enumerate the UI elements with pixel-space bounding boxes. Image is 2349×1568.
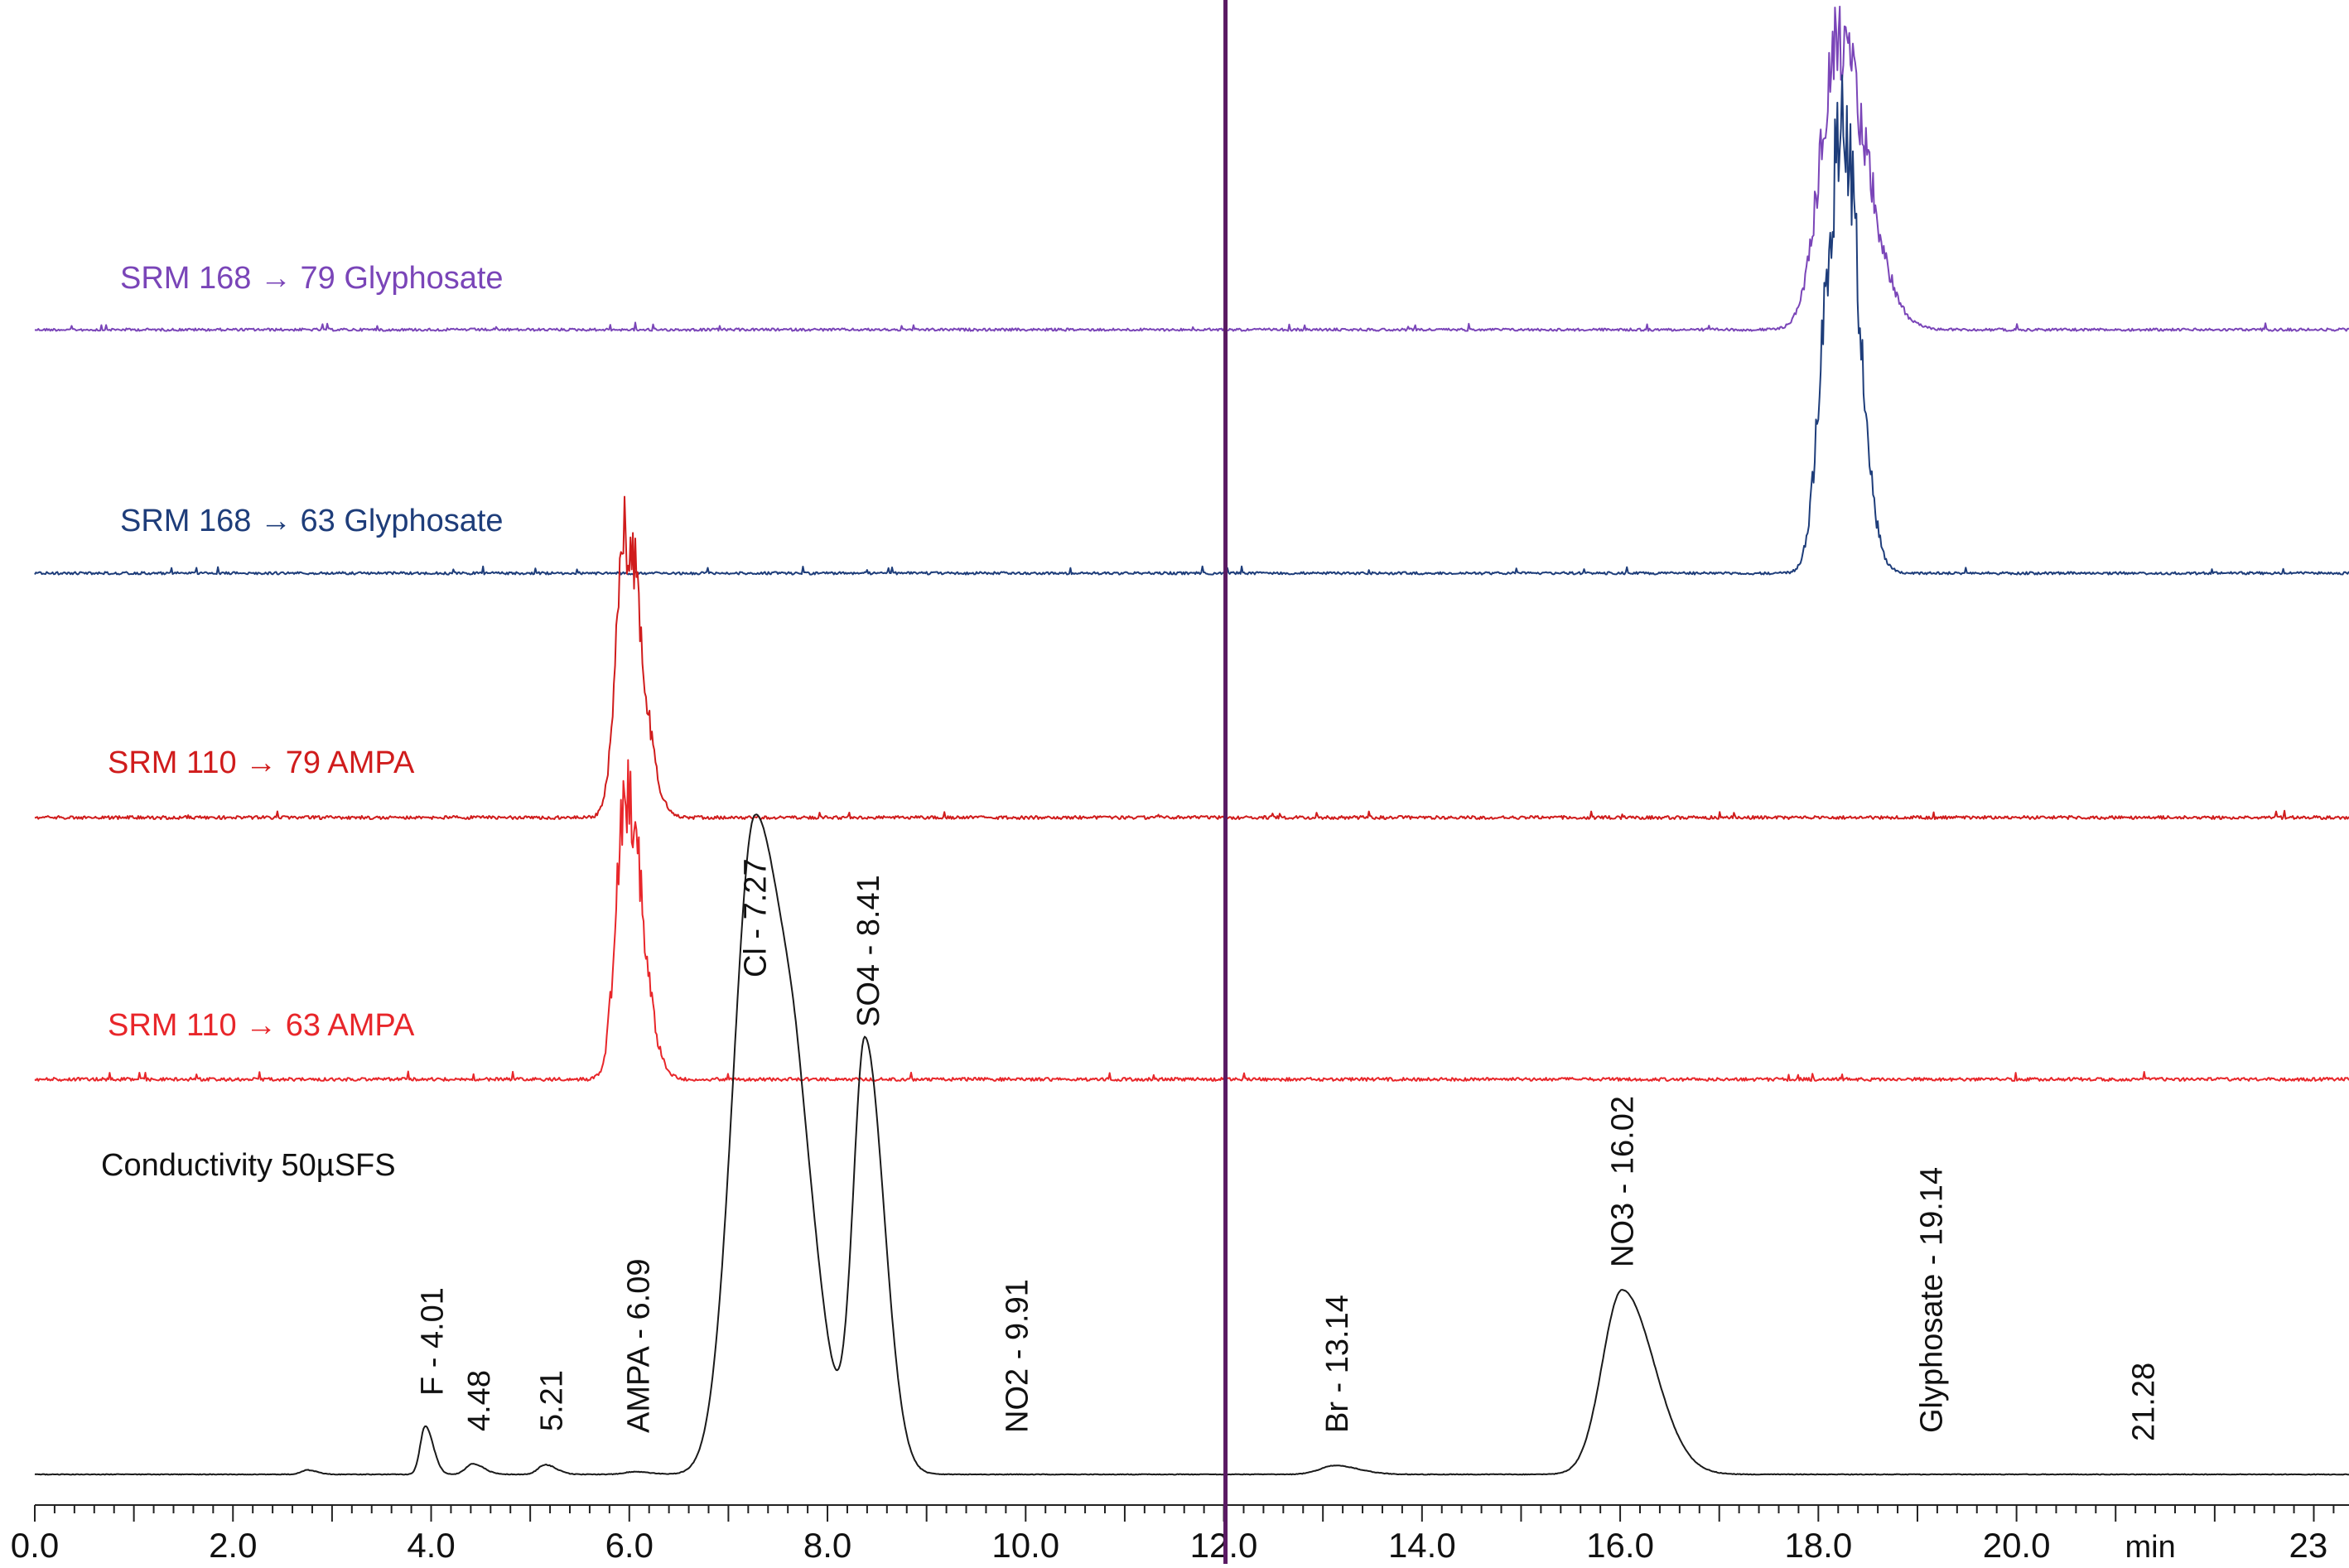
x-tick-label: 0.0 <box>11 1526 59 1564</box>
series-label-2: SRM 168 → 63 Glyphosate <box>120 504 504 538</box>
peak-label: 4.48 <box>462 1370 497 1431</box>
x-tick-label: 23 <box>2289 1526 2327 1564</box>
trace-line-2 <box>34 74 2349 576</box>
peak-label: 5.21 <box>534 1370 569 1431</box>
series-label-group: SRM 168 → 79 Glyphosate SRM 168 → 63 Glyp… <box>101 261 504 1183</box>
peak-label: AMPA - 6.09 <box>622 1258 657 1433</box>
x-tick-label: 14.0 <box>1388 1526 1456 1564</box>
x-tick-label: 8.0 <box>803 1526 851 1564</box>
x-tick-label: 4.0 <box>407 1526 455 1564</box>
x-tick-label: 6.0 <box>605 1526 654 1564</box>
peak-label: 21.28 <box>2127 1363 2162 1441</box>
trace-line-3 <box>34 495 2349 820</box>
trace-line-4 <box>34 759 2349 1082</box>
peak-label: Glyphosate - 19.14 <box>1915 1167 1950 1433</box>
series-label-4: SRM 110 → 63 AMPA <box>108 1008 415 1043</box>
x-tick-label: 20.0 <box>1983 1526 2051 1564</box>
x-axis-ticks: 0.02.04.06.08.010.012.014.016.018.020.02… <box>11 1505 2335 1565</box>
peak-label: Br - 13.14 <box>1320 1295 1355 1433</box>
x-axis-label: min <box>2125 1530 2175 1564</box>
trace-line-5 <box>34 813 2349 1476</box>
trace-line-1 <box>34 5 2349 332</box>
series-label-3: SRM 110 → 79 AMPA <box>108 745 415 780</box>
x-tick-label: 2.0 <box>209 1526 257 1564</box>
peak-label: SO4 - 8.41 <box>851 875 886 1027</box>
series-label-5: Conductivity 50µSFS <box>101 1148 396 1183</box>
series-label-1: SRM 168 → 79 Glyphosate <box>120 261 504 296</box>
trace-group <box>34 5 2349 1476</box>
peak-label-group: F - 4.01 4.48 5.21 AMPA - 6.09 Cl - 7.27 SO4 … <box>416 858 2162 1441</box>
peak-label: Cl - 7.27 <box>739 858 774 977</box>
x-tick-label: 18.0 <box>1784 1526 1852 1564</box>
peak-label: NO2 - 9.91 <box>1001 1279 1035 1433</box>
peak-label: F - 4.01 <box>416 1287 451 1396</box>
x-axis: 0.02.04.06.08.010.012.014.016.018.020.02… <box>11 1504 2349 1565</box>
x-tick-label: 16.0 <box>1586 1526 1654 1564</box>
peak-label: NO3 - 16.02 <box>1605 1096 1640 1267</box>
x-tick-label: 10.0 <box>991 1526 1059 1564</box>
